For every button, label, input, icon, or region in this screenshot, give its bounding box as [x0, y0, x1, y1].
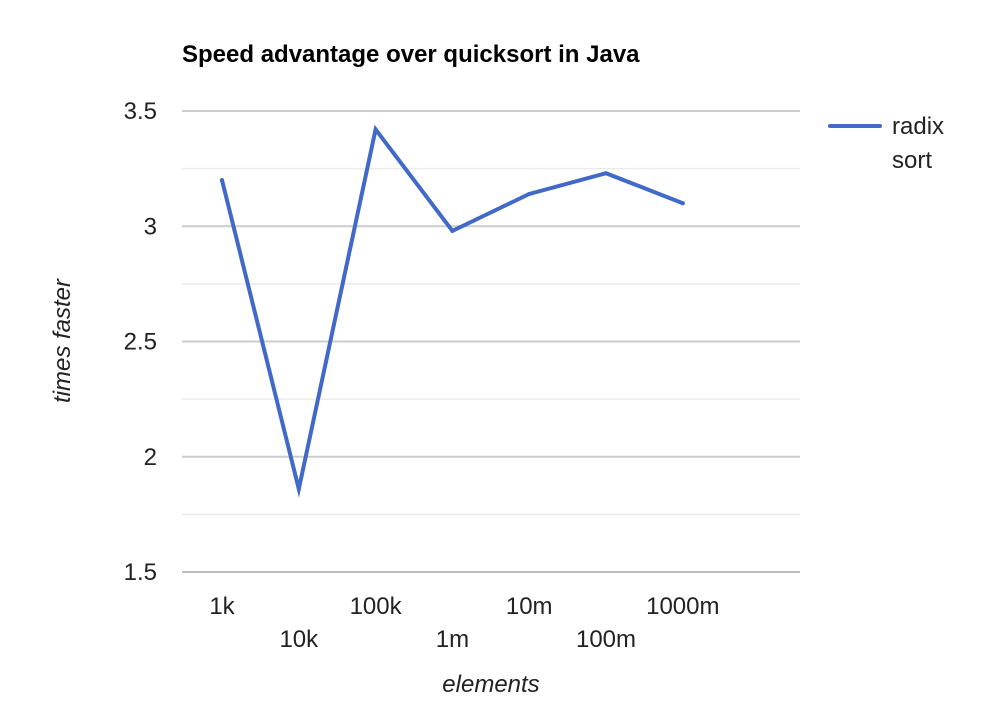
grid	[182, 110, 800, 573]
series-group	[220, 124, 685, 498]
chart-title: Speed advantage over quicksort in Java	[182, 41, 640, 68]
y-tick-label: 3	[144, 213, 157, 240]
data-point	[604, 171, 608, 176]
x-tick-label: 1000m	[646, 593, 719, 620]
data-point	[680, 201, 685, 206]
x-axis-ticks: 1k 10k 100k 1m 10m 100m 1000m	[209, 593, 719, 653]
data-point	[450, 228, 455, 233]
y-tick-label: 2.5	[124, 329, 157, 356]
legend-label-line-2: sort	[892, 147, 932, 174]
x-tick-label: 100k	[350, 593, 403, 620]
x-tick-label: 100m	[576, 626, 636, 653]
legend-label-line-1: radix	[892, 113, 944, 140]
x-tick-label: 10k	[279, 626, 319, 653]
x-tick-label: 1m	[436, 626, 469, 653]
data-point	[296, 487, 301, 492]
series-line-radix-sort	[220, 124, 685, 498]
y-tick-label: 2	[144, 444, 157, 471]
y-axis-title: times faster	[49, 278, 76, 403]
data-point	[527, 191, 532, 196]
y-tick-label: 3.5	[124, 98, 157, 125]
x-tick-label: 10m	[506, 593, 553, 620]
y-tick-label: 1.5	[124, 559, 157, 586]
x-tick-label: 1k	[209, 593, 235, 620]
data-point	[220, 178, 224, 183]
data-point	[373, 127, 378, 132]
y-axis-ticks: 3.5 3 2.5 2 1.5	[124, 98, 157, 586]
x-axis-title: elements	[442, 671, 539, 698]
legend: radix sort	[828, 113, 944, 174]
